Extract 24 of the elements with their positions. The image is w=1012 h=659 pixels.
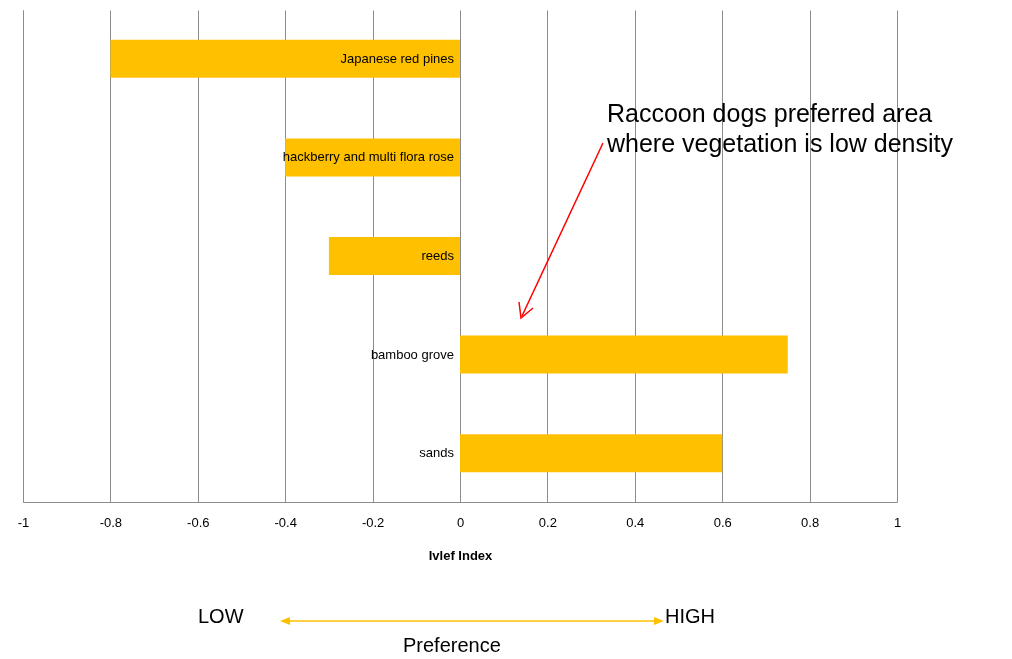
text: HIGH: [665, 605, 715, 628]
x-axis-title: Ivlef Index: [428, 547, 494, 563]
x-tick-label: 1: [893, 514, 902, 530]
x-tick-label: -1: [17, 514, 30, 530]
x-tick-label: -0.6: [187, 514, 210, 530]
x-tick-label: 0.4: [626, 514, 645, 530]
x-tick-label: 0.6: [713, 514, 732, 530]
bar: [328, 237, 460, 275]
y-tick-label: bamboo grove: [370, 346, 454, 362]
annotation: Raccoon dogs preferred area where vegetation is low density: [607, 98, 955, 158]
x-tick-label: -0.2: [361, 514, 385, 530]
y-tick-label: reeds: [421, 248, 455, 263]
x-tick-label: 0.2: [538, 514, 557, 530]
y-tick-label: sands: [419, 445, 455, 461]
bar: [460, 335, 788, 374]
bar: [460, 434, 723, 473]
x-tick-label: 0.8: [801, 514, 820, 530]
text: Preference: [403, 634, 501, 657]
x-tick-label: 0: [456, 514, 465, 530]
x-tick-label: -0.4: [274, 514, 297, 530]
x-tick-label: -0.8: [99, 514, 123, 530]
y-tick-label: Japanese red pines: [340, 50, 455, 66]
text: LOW: [198, 605, 244, 628]
bar: [110, 39, 460, 78]
